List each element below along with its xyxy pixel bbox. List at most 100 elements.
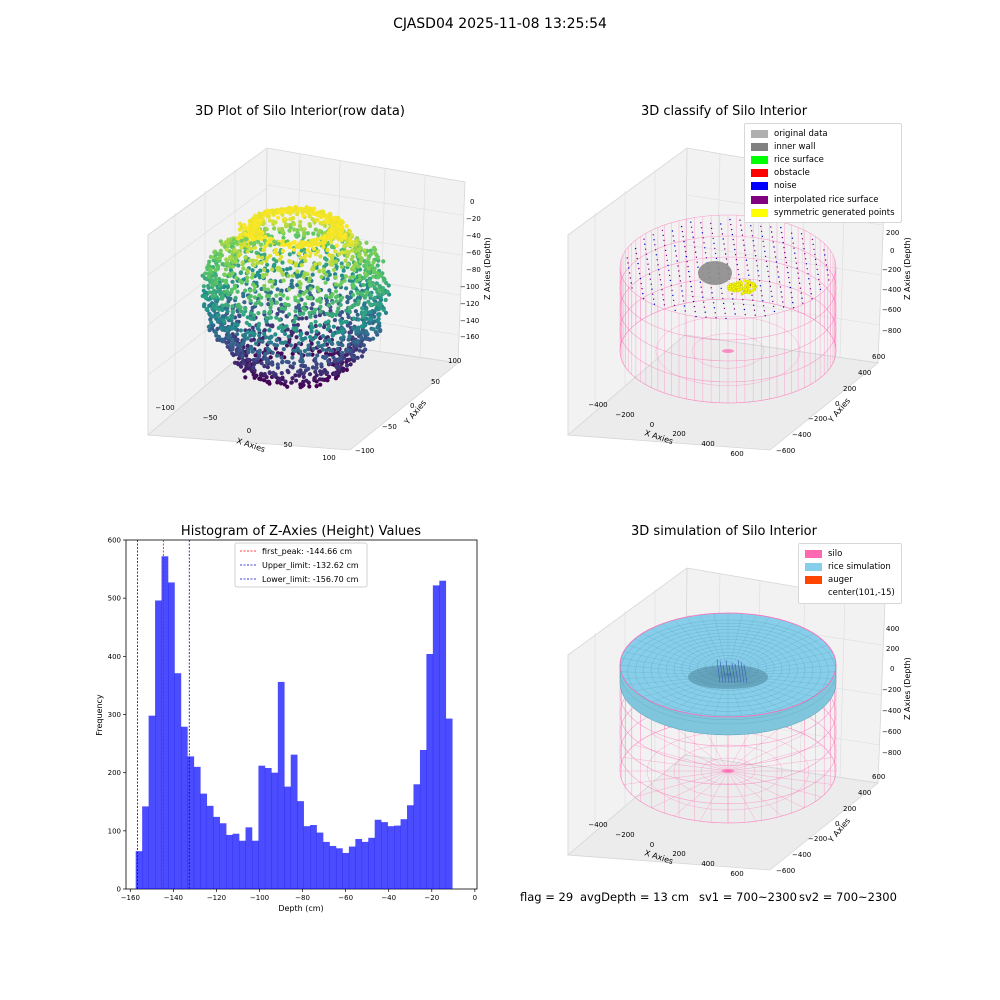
raw-point [202, 302, 207, 307]
silo-floor-ring [655, 316, 801, 386]
raw-point [248, 288, 253, 293]
surface-point [652, 234, 654, 236]
raw-point [272, 226, 277, 231]
raw-point [251, 258, 256, 263]
classify-zlabel: Z Axies (Depth) [903, 237, 912, 300]
raw-point [267, 328, 272, 333]
raw-point [292, 227, 297, 232]
raw-point [292, 222, 297, 227]
surface-point [654, 244, 656, 246]
rice-mesh-spoke [727, 674, 814, 697]
surface-point [798, 277, 800, 279]
raw-point [276, 267, 281, 272]
surface-point [769, 285, 772, 288]
raw-point [313, 319, 318, 324]
surface-point [741, 234, 744, 236]
histogram-x-tick-label: −160 [121, 894, 140, 902]
classify-silo-wireframe [619, 214, 837, 404]
raw-point [280, 260, 285, 265]
raw-point [303, 302, 308, 307]
raw-point [351, 264, 356, 269]
symmetric-point [747, 286, 751, 290]
surface-point [650, 283, 652, 285]
raw-point [364, 336, 369, 341]
raw-point [262, 372, 267, 377]
raw-point [212, 293, 217, 298]
raw-point [334, 259, 339, 264]
raw-point [226, 261, 231, 267]
surface-point [684, 250, 687, 253]
raw-point [287, 252, 292, 257]
raw-point [291, 247, 297, 252]
rice-mesh-spoke [662, 623, 729, 676]
raw-point [375, 263, 380, 268]
raw-point [237, 227, 242, 232]
footer-flag: flag = 29 [520, 890, 574, 904]
raw-point [269, 301, 274, 306]
raw-point [223, 267, 228, 272]
surface-point [705, 257, 708, 259]
simulation-xtick: 0 [650, 841, 654, 849]
raw-point [304, 378, 309, 383]
raw-point [356, 264, 361, 269]
legend-swatch [805, 562, 822, 571]
raw-point [356, 325, 361, 330]
raw-point [252, 284, 257, 289]
raw-point [319, 274, 324, 280]
raw-point [251, 372, 256, 377]
raw-point [329, 256, 334, 261]
raw-point [230, 351, 235, 356]
raw-point [326, 319, 331, 324]
raw-point [334, 364, 339, 369]
histogram-bar [232, 833, 240, 889]
raw-point [241, 266, 246, 271]
surface-point [668, 274, 671, 277]
surface-point [788, 276, 790, 279]
raw-point [279, 371, 284, 376]
raw-point [283, 379, 288, 384]
symmetric-point [728, 287, 732, 291]
legend-label: rice surface [774, 154, 824, 165]
raw-point [368, 248, 373, 253]
silo-wire-ring [619, 235, 837, 341]
classify-ytick: 400 [858, 369, 871, 377]
silo-floor-spoke [727, 770, 822, 798]
raw-point [350, 254, 355, 259]
symmetric-point [742, 279, 746, 282]
legend-swatch [751, 208, 768, 217]
raw-point [262, 267, 267, 272]
surface-point [792, 242, 794, 244]
raw-point [290, 284, 295, 290]
histogram-x-tick-label: −40 [381, 894, 396, 902]
raw-point [355, 328, 360, 333]
raw-point [213, 256, 218, 261]
raw-point [355, 290, 360, 295]
raw-point [301, 209, 307, 214]
simulation-xtick: 400 [701, 860, 714, 868]
raw-point [249, 346, 254, 351]
raw-point [295, 269, 300, 274]
raw-point [289, 260, 294, 265]
raw-point [238, 252, 243, 257]
raw-point [246, 295, 251, 300]
raw-point [344, 352, 349, 357]
surface-point [761, 295, 763, 297]
raw-point [297, 223, 303, 229]
raw-point [233, 295, 238, 301]
surface-point [628, 272, 631, 274]
raw-point [322, 240, 327, 245]
raw-point [252, 295, 257, 300]
raw-point [361, 282, 366, 288]
raw-point [244, 366, 249, 371]
histogram-bar [387, 826, 395, 889]
raw-point [381, 290, 386, 295]
surface-point [681, 230, 684, 233]
raw-point [262, 364, 267, 369]
raw-point [366, 260, 371, 265]
raw-point [333, 282, 338, 287]
raw-point [262, 209, 268, 215]
raw-point [326, 359, 331, 364]
surface-point [712, 297, 714, 299]
raw-point [265, 294, 270, 299]
silo-floor-spoke [623, 770, 729, 785]
